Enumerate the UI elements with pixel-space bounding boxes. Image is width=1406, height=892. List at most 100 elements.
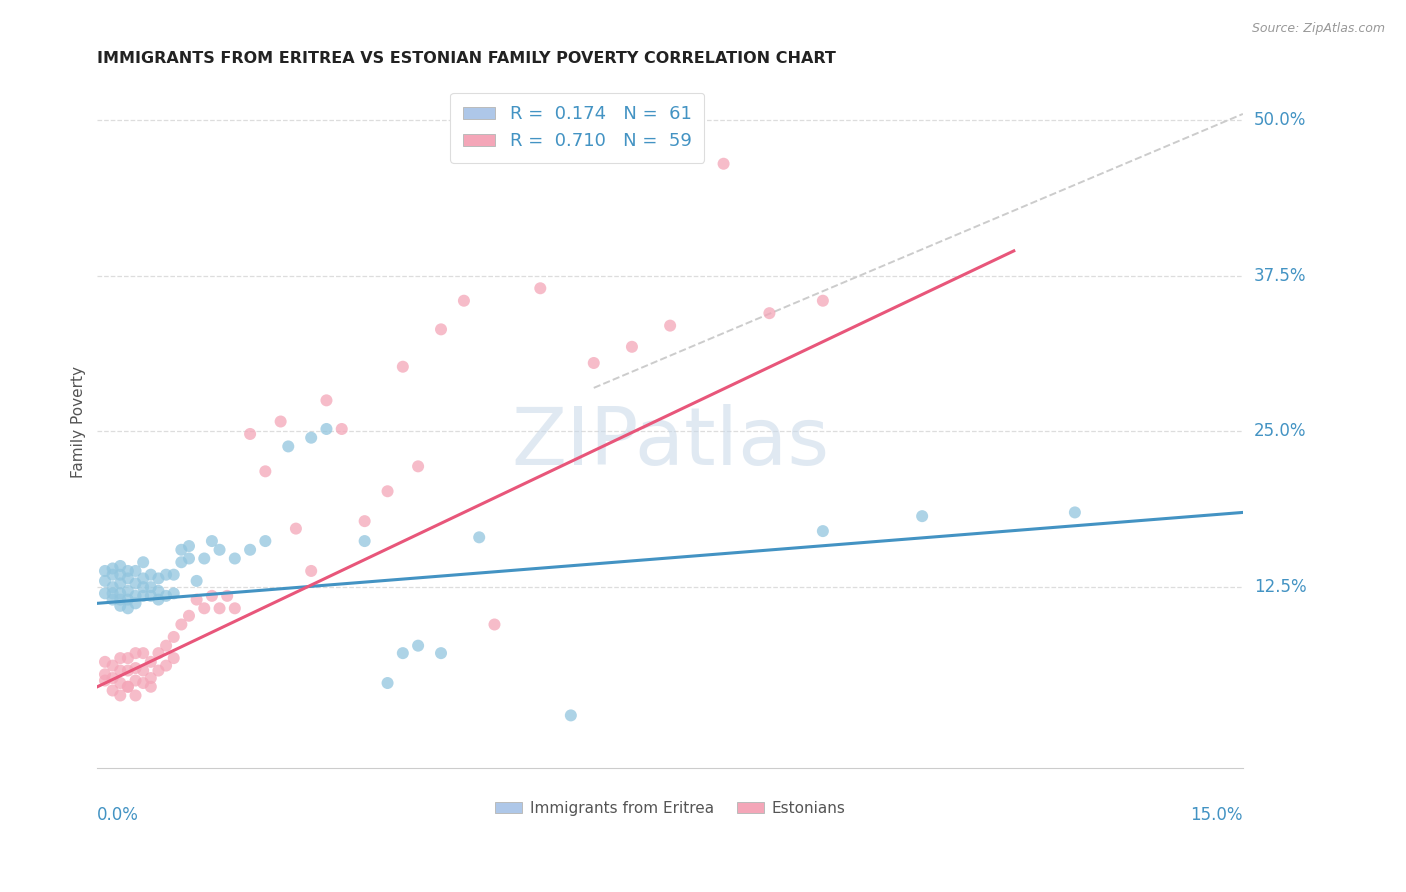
Point bbox=[101, 671, 124, 685]
Point bbox=[94, 564, 117, 578]
Point bbox=[117, 664, 139, 678]
Point bbox=[110, 676, 132, 690]
Point bbox=[155, 567, 177, 582]
Point bbox=[101, 658, 124, 673]
Point bbox=[163, 586, 186, 600]
Point bbox=[132, 589, 155, 603]
Point bbox=[254, 534, 277, 549]
Text: 15.0%: 15.0% bbox=[1191, 805, 1243, 823]
Point bbox=[392, 646, 415, 660]
Point bbox=[117, 564, 139, 578]
Text: 12.5%: 12.5% bbox=[1254, 578, 1306, 596]
Point bbox=[148, 583, 170, 598]
Point bbox=[139, 589, 162, 603]
Point bbox=[155, 658, 177, 673]
Point bbox=[239, 542, 262, 557]
Point bbox=[117, 680, 139, 694]
Point bbox=[117, 651, 139, 665]
Text: 50.0%: 50.0% bbox=[1254, 112, 1306, 129]
Point bbox=[110, 567, 132, 582]
Point bbox=[148, 592, 170, 607]
Point bbox=[406, 459, 429, 474]
Point bbox=[484, 617, 506, 632]
Point bbox=[224, 601, 246, 615]
Point bbox=[117, 601, 139, 615]
Point bbox=[201, 589, 224, 603]
Point bbox=[353, 514, 375, 528]
Point bbox=[132, 664, 155, 678]
Point bbox=[94, 586, 117, 600]
Point bbox=[758, 306, 780, 320]
Legend: Immigrants from Eritrea, Estonians: Immigrants from Eritrea, Estonians bbox=[488, 795, 852, 822]
Point bbox=[560, 708, 582, 723]
Point bbox=[270, 415, 292, 429]
Point bbox=[468, 530, 491, 544]
Point bbox=[132, 676, 155, 690]
Point bbox=[101, 592, 124, 607]
Point bbox=[453, 293, 475, 308]
Point bbox=[170, 542, 193, 557]
Point bbox=[94, 667, 117, 681]
Text: ZIPatlas: ZIPatlas bbox=[510, 404, 830, 482]
Point bbox=[110, 664, 132, 678]
Point bbox=[620, 340, 643, 354]
Point bbox=[124, 689, 146, 703]
Point bbox=[110, 576, 132, 591]
Point bbox=[124, 673, 146, 688]
Point bbox=[132, 555, 155, 569]
Point bbox=[330, 422, 353, 436]
Point bbox=[101, 561, 124, 575]
Point bbox=[299, 564, 322, 578]
Point bbox=[208, 601, 231, 615]
Point bbox=[163, 630, 186, 644]
Point bbox=[217, 589, 239, 603]
Point bbox=[186, 574, 208, 588]
Point bbox=[170, 555, 193, 569]
Point bbox=[110, 599, 132, 613]
Point bbox=[132, 646, 155, 660]
Point bbox=[163, 567, 186, 582]
Point bbox=[315, 422, 337, 436]
Point bbox=[110, 586, 132, 600]
Point bbox=[94, 673, 117, 688]
Point bbox=[186, 592, 208, 607]
Point bbox=[110, 689, 132, 703]
Point bbox=[377, 484, 399, 499]
Point bbox=[1064, 505, 1087, 519]
Point bbox=[139, 655, 162, 669]
Point bbox=[101, 586, 124, 600]
Point bbox=[193, 551, 215, 566]
Point bbox=[284, 522, 307, 536]
Point bbox=[430, 322, 453, 336]
Point bbox=[101, 580, 124, 594]
Point bbox=[139, 671, 162, 685]
Point bbox=[155, 639, 177, 653]
Point bbox=[110, 651, 132, 665]
Point bbox=[193, 601, 215, 615]
Text: 25.0%: 25.0% bbox=[1254, 423, 1306, 441]
Point bbox=[430, 646, 453, 660]
Point bbox=[148, 571, 170, 585]
Point bbox=[163, 651, 186, 665]
Point bbox=[117, 680, 139, 694]
Point bbox=[208, 542, 231, 557]
Point bbox=[224, 551, 246, 566]
Point bbox=[811, 293, 834, 308]
Point bbox=[101, 567, 124, 582]
Point bbox=[529, 281, 551, 295]
Point bbox=[239, 427, 262, 442]
Point bbox=[406, 639, 429, 653]
Point bbox=[94, 574, 117, 588]
Point bbox=[277, 439, 299, 453]
Text: 37.5%: 37.5% bbox=[1254, 267, 1306, 285]
Point bbox=[117, 592, 139, 607]
Point bbox=[177, 539, 200, 553]
Point bbox=[117, 583, 139, 598]
Point bbox=[132, 571, 155, 585]
Point bbox=[353, 534, 375, 549]
Point bbox=[377, 676, 399, 690]
Point bbox=[201, 534, 224, 549]
Point bbox=[315, 393, 337, 408]
Text: Source: ZipAtlas.com: Source: ZipAtlas.com bbox=[1251, 22, 1385, 36]
Point bbox=[94, 655, 117, 669]
